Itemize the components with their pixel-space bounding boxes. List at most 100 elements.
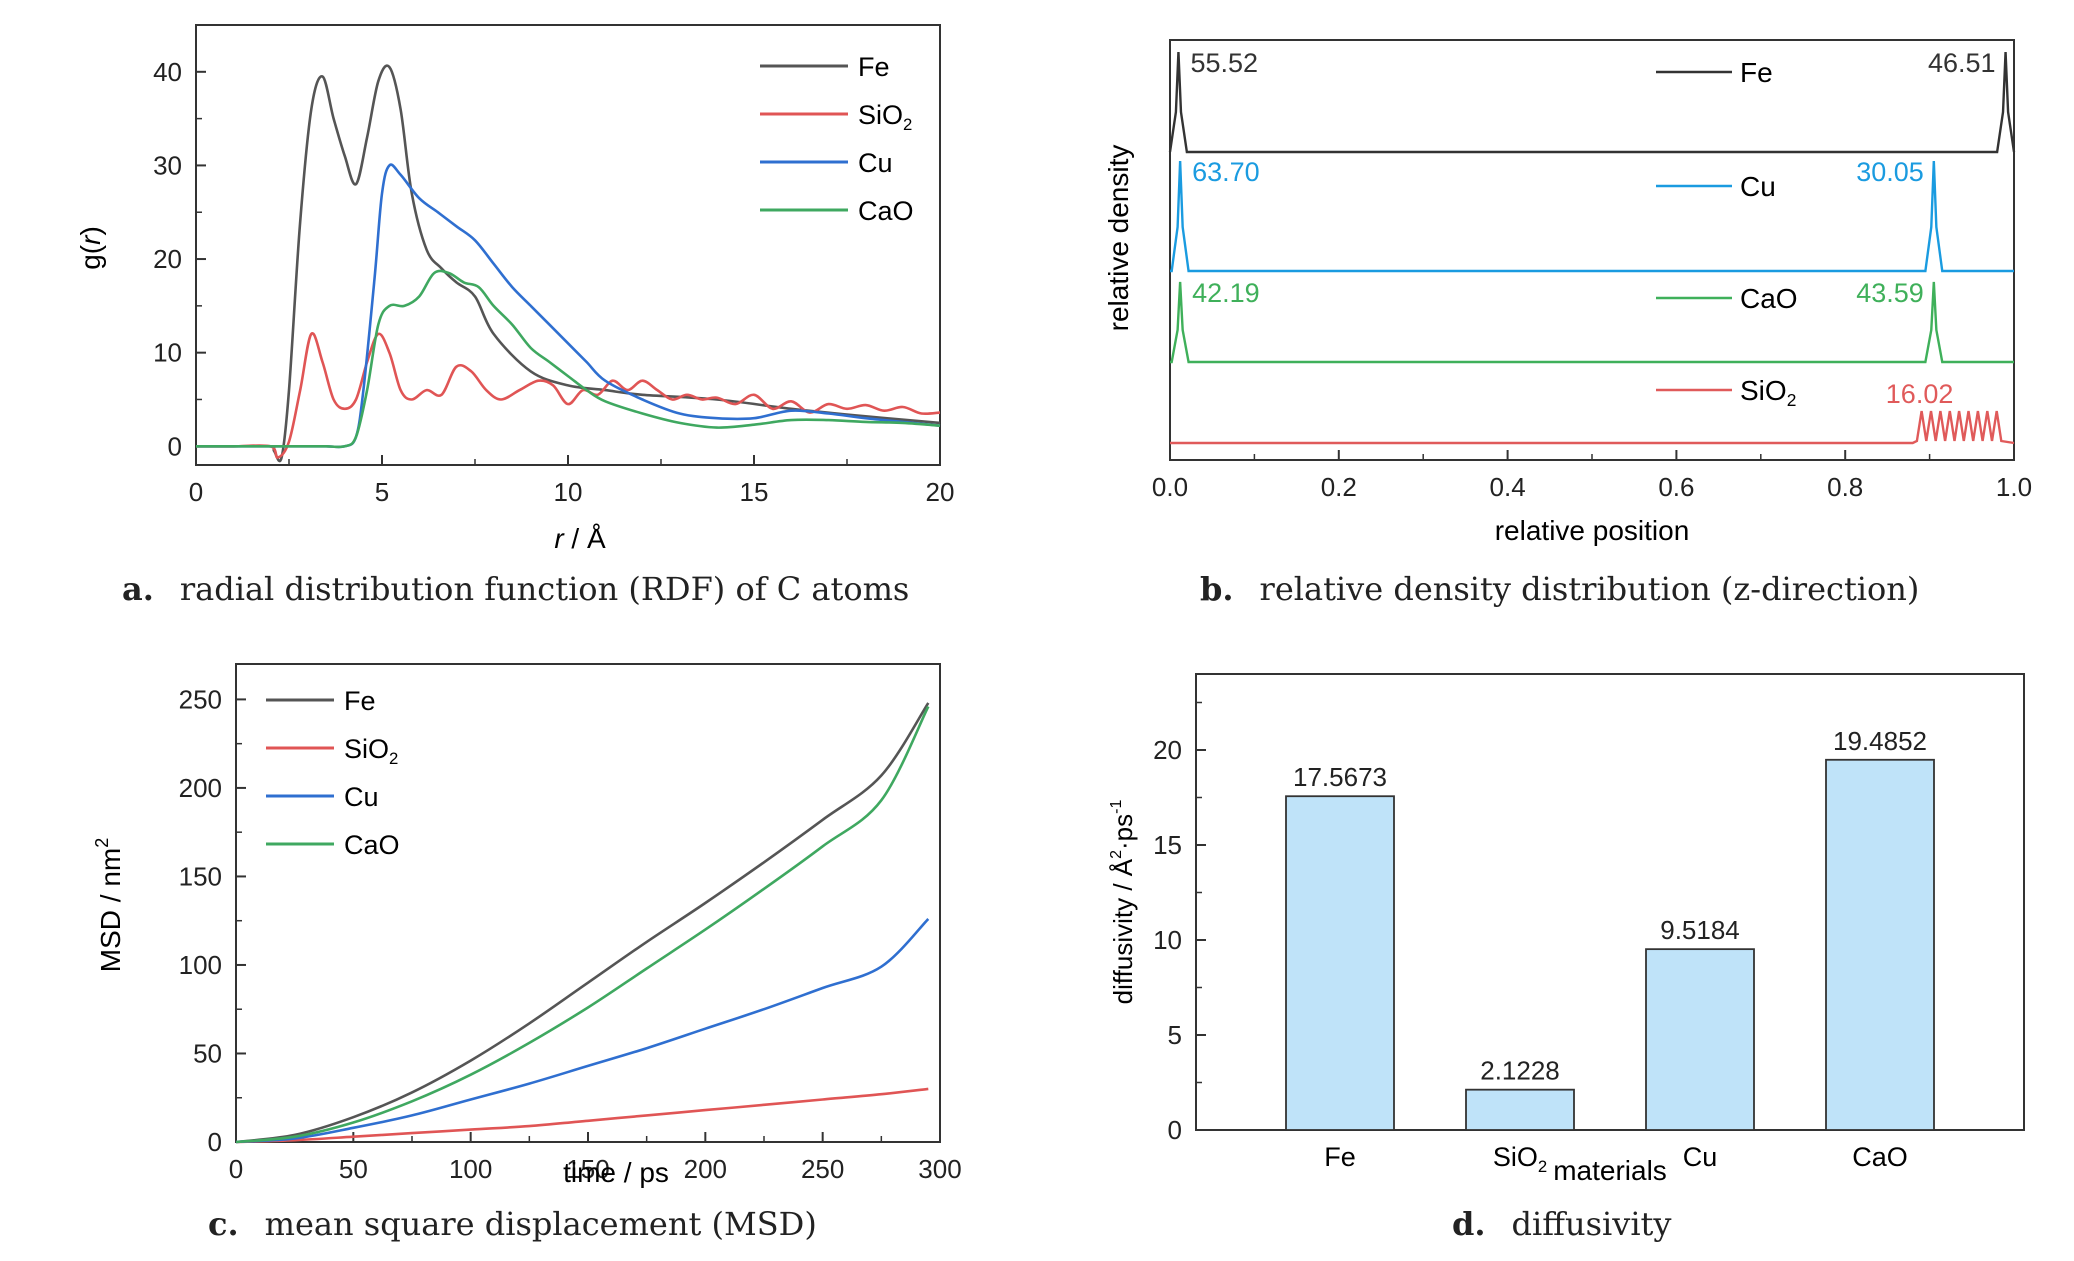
x-tick-label: 100 bbox=[449, 1154, 492, 1184]
legend-label: CaO bbox=[344, 830, 400, 860]
x-tick-label: 0.6 bbox=[1658, 472, 1694, 502]
chart-b-series: 55.52 46.51 63.70 30.05 42.19 43.59 16.02 bbox=[1168, 48, 2016, 445]
chart-b-legend: Fe Cu CaO SiO2 bbox=[1656, 57, 1798, 410]
caption-a: a. radial distribution function (RDF) of … bbox=[122, 570, 909, 608]
series-line-sio2 bbox=[235, 1087, 929, 1144]
y-tick-label: 5 bbox=[1168, 1020, 1182, 1050]
caption-b-text: relative density distribution (z-directi… bbox=[1259, 570, 1920, 608]
y-tick-label: 0 bbox=[1168, 1115, 1182, 1145]
x-tick-label: CaO bbox=[1852, 1142, 1908, 1172]
series-line-cao bbox=[195, 269, 941, 449]
legend-label: Cu bbox=[1740, 171, 1776, 202]
y-tick-label: 0 bbox=[168, 431, 182, 461]
chart-c-legend: Fe SiO2 Cu CaO bbox=[266, 686, 400, 860]
y-tick-label: 200 bbox=[179, 773, 222, 803]
x-tick-label: 0 bbox=[229, 1154, 243, 1184]
series-line-fe bbox=[1168, 51, 2016, 154]
series-line-cao bbox=[235, 705, 930, 1144]
legend-label: SiO2 bbox=[1740, 375, 1796, 410]
bar-value-label: 9.5184 bbox=[1660, 915, 1740, 945]
series-line-sio2 bbox=[195, 332, 941, 459]
peak-label: 55.52 bbox=[1190, 48, 1258, 78]
caption-d: d. diffusivity bbox=[1452, 1205, 1671, 1243]
caption-d-text: diffusivity bbox=[1511, 1205, 1672, 1243]
x-tick-label: 300 bbox=[918, 1154, 961, 1184]
x-tick-label: 200 bbox=[684, 1154, 727, 1184]
caption-c-text: mean square displacement (MSD) bbox=[264, 1205, 817, 1243]
legend-label: Cu bbox=[344, 782, 379, 812]
y-axis-label: MSD / nm2 bbox=[92, 838, 126, 972]
bar-value-label: 2.1228 bbox=[1480, 1056, 1560, 1086]
x-tick-label: 0.8 bbox=[1827, 472, 1863, 502]
chart-c-series bbox=[235, 702, 930, 1144]
chart-a-legend: Fe SiO2 Cu CaO bbox=[760, 52, 914, 226]
x-tick-label: 5 bbox=[375, 477, 389, 507]
x-tick-label: 150 bbox=[566, 1154, 609, 1184]
x-tick-label: 0.4 bbox=[1490, 472, 1526, 502]
y-tick-label: 15 bbox=[1153, 830, 1182, 860]
y-tick-label: 30 bbox=[153, 150, 182, 180]
bar-cao bbox=[1825, 758, 1935, 1131]
x-tick-label: 0 bbox=[189, 477, 203, 507]
x-tick-label: 10 bbox=[554, 477, 583, 507]
y-tick-label: 50 bbox=[193, 1038, 222, 1068]
y-axis-label: g(r) bbox=[75, 226, 106, 270]
chart-d-ticks: 0 5 10 15 20 Fe SiO2 Cu CaO bbox=[1153, 701, 1908, 1176]
y-tick-label: 0 bbox=[208, 1127, 222, 1157]
y-tick-label: 20 bbox=[1153, 735, 1182, 765]
bar-value-label: 17.5673 bbox=[1293, 762, 1387, 792]
peak-label: 42.19 bbox=[1192, 278, 1260, 308]
caption-c: c. mean square displacement (MSD) bbox=[208, 1205, 817, 1243]
y-tick-label: 100 bbox=[179, 950, 222, 980]
bar-fe bbox=[1285, 795, 1395, 1131]
series-line-fe bbox=[235, 702, 930, 1144]
x-tick-label: 1.0 bbox=[1996, 472, 2032, 502]
bar-cu bbox=[1645, 948, 1755, 1131]
bar-value-label: 19.4852 bbox=[1833, 726, 1927, 756]
series-line-sio2 bbox=[1170, 410, 2015, 445]
y-tick-label: 150 bbox=[179, 861, 222, 891]
caption-c-letter: c. bbox=[208, 1205, 239, 1243]
bar-sio2 bbox=[1465, 1088, 1575, 1131]
legend-label: Fe bbox=[858, 52, 890, 82]
x-tick-label: 20 bbox=[926, 477, 955, 507]
y-tick-label: 40 bbox=[153, 57, 182, 87]
series-line-cao bbox=[1170, 281, 2014, 364]
legend-label: SiO2 bbox=[858, 100, 912, 134]
x-tick-label: 0.2 bbox=[1321, 472, 1357, 502]
plot-frame bbox=[195, 24, 941, 466]
peak-label: 30.05 bbox=[1856, 157, 1924, 187]
peak-label: 46.51 bbox=[1928, 48, 1996, 78]
x-tick-label: 15 bbox=[740, 477, 769, 507]
y-axis-label: relative density bbox=[1103, 145, 1134, 332]
x-tick-label: 50 bbox=[339, 1154, 368, 1184]
panel-c-msd-chart: 0 50 100 150 200 250 300 0 50 100 150 200 250 Fe SiO2… bbox=[92, 663, 962, 1188]
y-tick-label: 250 bbox=[179, 684, 222, 714]
y-axis-label: diffusivity / Å2·ps-1 bbox=[1108, 800, 1138, 1005]
x-tick-label: 0.0 bbox=[1152, 472, 1188, 502]
caption-a-letter: a. bbox=[122, 570, 154, 608]
legend-label: CaO bbox=[858, 196, 914, 226]
plot-frame bbox=[1195, 673, 2025, 1131]
caption-a-text: radial distribution function (RDF) of C … bbox=[179, 570, 910, 608]
y-tick-label: 10 bbox=[1153, 925, 1182, 955]
x-axis-label: r / Å bbox=[554, 523, 606, 554]
peak-label: 63.70 bbox=[1192, 157, 1260, 187]
legend-label: Fe bbox=[344, 686, 376, 716]
x-axis-label: materials bbox=[1553, 1155, 1667, 1186]
legend-label: Cu bbox=[858, 148, 893, 178]
legend-label: SiO2 bbox=[344, 734, 398, 768]
caption-d-letter: d. bbox=[1452, 1205, 1486, 1243]
x-tick-label: 250 bbox=[801, 1154, 844, 1184]
x-axis-label: relative position bbox=[1495, 515, 1690, 546]
chart-c-ticks: 0 50 100 150 200 250 300 0 50 100 150 200 250 bbox=[179, 684, 962, 1184]
legend-label: Fe bbox=[1740, 57, 1773, 88]
panel-a-rdf-chart: 0 5 10 15 20 0 10 20 30 40 Fe SiO2 Cu CaO g(r) r / Å bbox=[75, 24, 955, 554]
y-tick-label: 20 bbox=[153, 244, 182, 274]
y-tick-label: 10 bbox=[153, 338, 182, 368]
plot-frame bbox=[235, 663, 941, 1143]
panel-b-density-chart: 0.0 0.2 0.4 0.6 0.8 1.0 55.52 46.51 63.70 30.05 4… bbox=[1103, 39, 2032, 546]
peak-label: 16.02 bbox=[1886, 379, 1954, 409]
series-line-cu bbox=[1170, 160, 2014, 273]
